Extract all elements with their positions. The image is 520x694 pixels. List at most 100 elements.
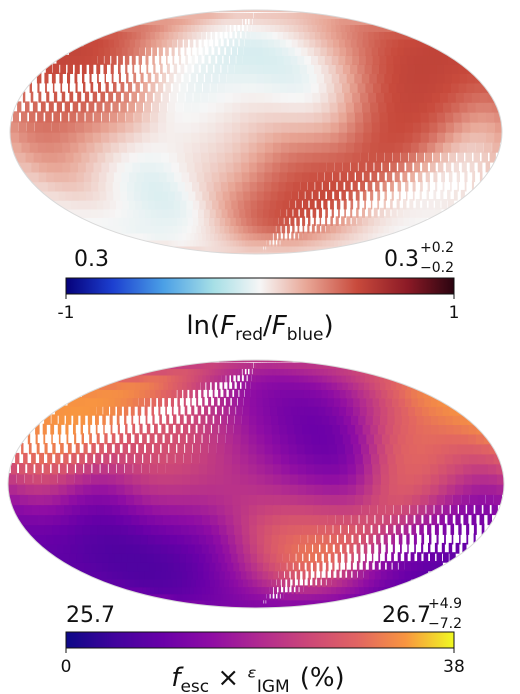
map-pixel — [186, 414, 191, 425]
map-pixel — [223, 101, 233, 113]
map-pixel — [285, 533, 294, 545]
map-pixel — [344, 111, 355, 123]
map-pixel — [214, 414, 220, 425]
map-pixel — [169, 30, 178, 40]
map-pixel — [247, 24, 252, 32]
map-pixel — [415, 216, 427, 226]
map-pixel — [278, 46, 289, 56]
map-pixel — [465, 111, 478, 123]
map-pixel — [300, 561, 305, 572]
map-pixel — [434, 561, 443, 572]
map-pixel — [401, 503, 410, 516]
map-pixel — [206, 121, 216, 133]
map-pixel — [372, 523, 379, 535]
map-pixel — [307, 224, 310, 234]
map-pixel — [239, 388, 245, 399]
map-pixel — [255, 577, 262, 588]
map-pixel — [214, 493, 224, 506]
map-pixel — [257, 362, 263, 369]
map-pixel — [157, 463, 166, 475]
map-pixel — [325, 523, 333, 535]
map-pixel — [249, 216, 258, 226]
map-pixel — [169, 523, 181, 535]
map-pixel — [279, 101, 289, 113]
map-pixel — [327, 513, 336, 526]
map-pixel — [55, 452, 61, 465]
map-pixel — [216, 171, 227, 183]
map-pixel — [197, 131, 208, 143]
map-pixel — [255, 433, 265, 445]
map-pixel — [420, 180, 423, 192]
map-pixel — [237, 46, 244, 56]
map-pixel — [202, 533, 214, 545]
map-pixel — [326, 405, 340, 416]
map-pixel — [310, 443, 321, 455]
map-pixel — [243, 216, 252, 226]
map-pixel — [320, 542, 326, 554]
map-pixel — [82, 405, 90, 416]
map-pixel — [266, 38, 274, 48]
map-pixel — [104, 101, 111, 113]
map-pixel — [159, 54, 162, 65]
map-pixel — [208, 91, 217, 103]
map-pixel — [371, 171, 378, 183]
map-pixel — [242, 368, 245, 376]
map-pixel — [461, 483, 472, 495]
map-pixel — [344, 224, 352, 234]
map-pixel — [52, 443, 56, 455]
map-pixel — [442, 552, 449, 563]
map-pixel — [202, 374, 210, 383]
map-pixel — [32, 101, 38, 113]
map-pixel — [302, 523, 310, 535]
map-pixel — [272, 598, 278, 606]
map-pixel — [340, 91, 353, 103]
map-pixel — [419, 473, 431, 485]
map-pixel — [315, 585, 322, 595]
map-pixel — [350, 577, 358, 588]
map-pixel — [247, 121, 257, 133]
map-pixel — [226, 374, 230, 383]
map-pixel — [362, 493, 372, 506]
map-pixel — [269, 542, 278, 554]
map-pixel — [385, 503, 394, 516]
map-pixel — [411, 569, 423, 580]
map-pixel — [103, 63, 107, 74]
map-pixel — [428, 483, 439, 495]
map-pixel — [247, 533, 257, 545]
map-pixel — [296, 46, 308, 56]
map-pixel — [421, 542, 424, 554]
map-pixel — [230, 493, 241, 506]
map-pixel — [100, 141, 111, 153]
map-pixel — [406, 101, 419, 113]
map-pixel — [332, 561, 335, 572]
map-pixel — [181, 131, 192, 143]
map-pixel — [240, 542, 250, 554]
map-pixel — [352, 180, 358, 192]
map-pixel — [461, 473, 473, 485]
map-pixel — [274, 24, 285, 32]
map-pixel — [212, 72, 219, 84]
map-pixel — [230, 121, 241, 133]
map-pixel — [173, 63, 178, 74]
map-pixel — [374, 561, 379, 572]
map-pixel — [345, 473, 357, 485]
map-pixel — [143, 452, 151, 465]
map-pixel — [268, 561, 275, 572]
map-pixel — [197, 423, 204, 435]
map-pixel — [288, 121, 298, 133]
map-pixel — [81, 483, 92, 495]
map-pixel — [239, 161, 250, 173]
map-pixel — [263, 374, 271, 383]
map-pixel — [41, 473, 50, 485]
map-pixel — [311, 111, 323, 123]
map-pixel — [358, 552, 361, 563]
map-pixel — [160, 38, 167, 48]
top-right-err-minus: −0.2 — [420, 260, 454, 276]
map-pixel — [456, 91, 472, 103]
map-pixel — [75, 46, 87, 56]
map-pixel — [153, 388, 161, 399]
map-pixel — [123, 171, 137, 183]
map-pixel — [444, 473, 456, 485]
map-pixel — [377, 503, 386, 516]
map-pixel — [296, 216, 300, 226]
